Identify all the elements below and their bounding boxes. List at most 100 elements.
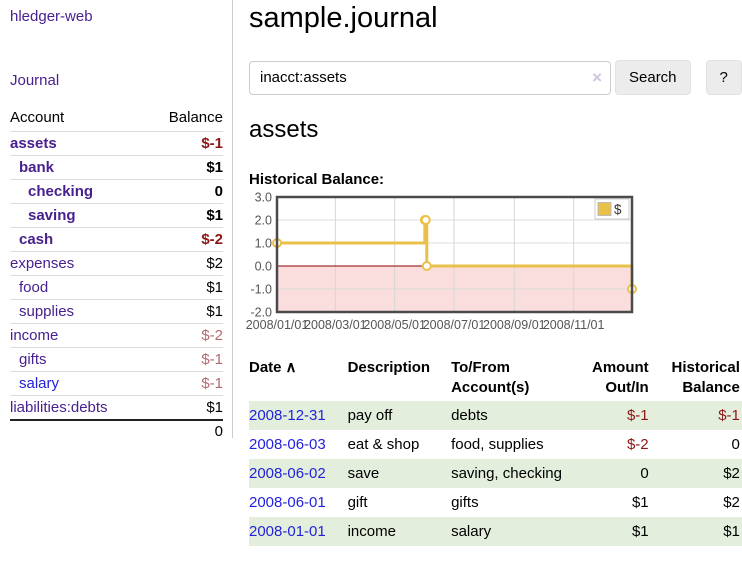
accounts-body: assets $-1 bank $1 checking 0 saving $1 cash $-2 e… <box>10 131 223 421</box>
account-name-cell: assets <box>10 132 147 156</box>
accounts-total-row: 0 <box>10 419 223 443</box>
register-body: 2008-12-31 pay off debts $-1 $-1 2008-06-03 ea… <box>249 400 742 546</box>
register-header-date[interactable]: Date ∧ <box>249 356 348 401</box>
plot-border <box>275 195 634 314</box>
register-description-cell: eat & shop <box>347 435 420 453</box>
search-button[interactable]: Search <box>615 60 691 95</box>
account-link[interactable]: gifts <box>19 351 47 368</box>
y-tick-label: -1.0 <box>250 283 272 297</box>
x-tick-label: 2008/05/01 <box>363 318 426 332</box>
x-tick-label: 2008/09/01 <box>483 318 546 332</box>
accounts-total-spacer <box>10 419 147 443</box>
register-row: 2008-01-01 income salary $1 $1 <box>249 516 742 546</box>
account-link[interactable]: food <box>19 279 49 296</box>
chart-title: Historical Balance: <box>249 171 385 188</box>
account-row: bank $1 <box>10 155 223 180</box>
register-amount-cell: 0 <box>640 464 649 482</box>
account-name-cell: salary <box>10 372 147 396</box>
account-name-cell: checking <box>10 180 147 204</box>
accounts-table: Account Balance assets $-1 bank $1 checking 0… <box>10 105 223 443</box>
transaction-date-link[interactable]: 2008-12-31 <box>249 406 326 424</box>
register-description-cell: save <box>347 464 380 482</box>
account-name-cell: gifts <box>10 348 147 372</box>
sort-ascending-icon: ∧ <box>285 359 297 376</box>
historical-balance-chart: 3.0 2.0 1.0 0.0 -1.0 -2.02008/01/012008/03/01… <box>246 191 637 332</box>
clear-search-icon[interactable]: × <box>592 67 602 87</box>
account-link[interactable]: supplies <box>19 303 75 320</box>
register-date-cell: 2008-06-01 <box>249 488 348 517</box>
journal-link[interactable]: Journal <box>10 72 60 89</box>
account-row: checking 0 <box>10 179 223 204</box>
account-balance: $-1 <box>201 375 223 392</box>
account-row: expenses $2 <box>10 251 223 276</box>
register-balance-cell: $-1 <box>718 406 740 424</box>
register-row: 2008-12-31 pay off debts $-1 $-1 <box>249 400 742 430</box>
app-title-link[interactable]: hledger-web <box>10 8 93 25</box>
account-link[interactable]: saving <box>28 207 76 224</box>
register-date-cell: 2008-12-31 <box>249 401 348 430</box>
accounts-header-balance: Balance <box>168 109 223 126</box>
register-header-amount: Amount Out/In <box>592 359 649 397</box>
x-tick-label: 2008/03/01 <box>304 318 367 332</box>
account-balance: $1 <box>206 159 223 176</box>
account-name-cell: expenses <box>10 252 147 276</box>
register-row: 2008-06-03 eat & shop food, supplies $-2 0 <box>249 430 742 459</box>
account-name-cell: cash <box>10 228 147 252</box>
account-balance: $1 <box>206 207 223 224</box>
search-bar: × Search ? <box>249 60 742 95</box>
account-link[interactable]: checking <box>28 183 94 200</box>
account-balance: $1 <box>206 399 223 416</box>
sidebar: hledger-web Journal Account Balance asse… <box>0 0 233 582</box>
account-link[interactable]: bank <box>19 159 55 176</box>
register-accounts-cell: food, supplies <box>451 435 544 453</box>
account-link[interactable]: cash <box>19 231 54 248</box>
register-accounts-cell: salary <box>451 522 492 540</box>
register-table: Date ∧ Description To/From Account(s) Amo… <box>249 356 742 546</box>
transaction-date-link[interactable]: 2008-01-01 <box>249 522 326 540</box>
register-amount-cell: $-1 <box>626 406 649 424</box>
account-row: liabilities:debts $1 <box>10 395 223 421</box>
x-tick-label: 2008/01/01 <box>246 318 309 332</box>
account-name-cell: liabilities:debts <box>10 396 147 421</box>
register-accounts-cell: saving, checking <box>451 464 562 482</box>
account-link[interactable]: assets <box>10 135 57 152</box>
account-heading: assets <box>249 116 319 143</box>
register-header-accounts: To/From Account(s) <box>451 359 530 397</box>
register-date-cell: 2008-01-01 <box>249 517 348 546</box>
y-tick-label: 1.0 <box>255 237 272 251</box>
register-header-description: Description <box>347 359 431 376</box>
register-description-cell: income <box>347 522 396 540</box>
data-point-marker <box>420 215 431 225</box>
account-row: assets $-1 <box>10 131 223 156</box>
main-content: sample.journal × Search ? assets Histori… <box>233 0 742 582</box>
account-name-cell: supplies <box>10 300 147 324</box>
account-balance: $-2 <box>201 327 223 344</box>
accounts-header-row: Account Balance <box>10 105 223 132</box>
x-tick-label: 2008/11/01 <box>543 318 605 332</box>
register-date-cell: 2008-06-03 <box>249 430 348 459</box>
y-tick-label: 3.0 <box>255 191 272 205</box>
register-accounts-cell: gifts <box>451 493 479 511</box>
account-link[interactable]: liabilities:debts <box>10 399 108 416</box>
account-balance: $-2 <box>201 231 223 248</box>
y-tick-label: 0.0 <box>255 260 272 274</box>
account-balance: $1 <box>206 279 223 296</box>
account-row: saving $1 <box>10 203 223 228</box>
legend-label: $ <box>614 202 622 217</box>
help-button[interactable]: ? <box>705 60 742 95</box>
transaction-date-link[interactable]: 2008-06-01 <box>249 493 326 511</box>
account-link[interactable]: salary <box>19 375 60 392</box>
register-balance-cell: $2 <box>723 493 740 511</box>
register-description-cell: gift <box>347 493 368 511</box>
search-input[interactable] <box>249 60 611 95</box>
account-link[interactable]: expenses <box>10 255 75 272</box>
account-link[interactable]: income <box>10 327 59 344</box>
transaction-date-link[interactable]: 2008-06-02 <box>249 464 326 482</box>
register-date-cell: 2008-06-02 <box>249 459 348 488</box>
page-title: sample.journal <box>249 2 438 34</box>
account-balance: $-1 <box>201 351 223 368</box>
account-balance: $-1 <box>201 135 223 152</box>
transaction-date-link[interactable]: 2008-06-03 <box>249 435 326 453</box>
account-name-cell: bank <box>10 156 147 180</box>
